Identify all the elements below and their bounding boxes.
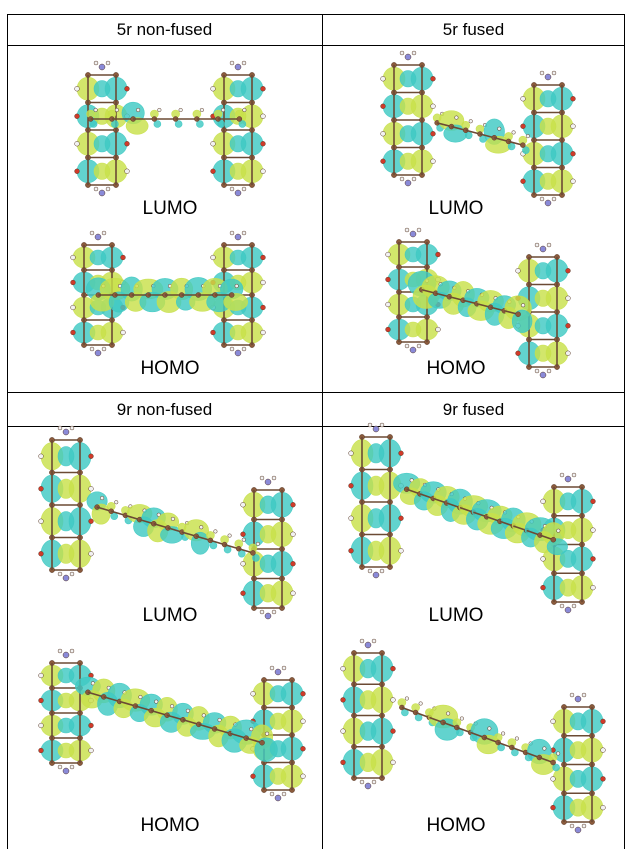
header-9r-fused: 9r fused xyxy=(442,400,505,419)
lumo-label-9r-non-fused: LUMO xyxy=(142,605,198,626)
header-9r-non-fused: 9r non-fused xyxy=(116,400,213,419)
homo-label-9r-non-fused: HOMO xyxy=(140,815,200,836)
orbital-image-5r-fused-lumo xyxy=(380,50,576,207)
orbital-image-5r-fused-homo xyxy=(385,227,571,379)
orbital-image-9r-non-fused-lumo xyxy=(38,425,296,620)
header-5r-fused: 5r fused xyxy=(442,20,505,39)
header-underline-2 xyxy=(7,426,625,427)
table-border-left xyxy=(7,14,8,849)
header-underline-1 xyxy=(7,45,625,46)
column-divider xyxy=(322,14,323,849)
lumo-label-5r-fused: LUMO xyxy=(428,198,484,219)
homo-label-5r-fused: HOMO xyxy=(426,358,486,379)
lumo-label-5r-non-fused: LUMO xyxy=(142,198,198,219)
row-divider xyxy=(7,392,625,393)
orbital-image-9r-non-fused-homo xyxy=(38,648,306,802)
orbital-image-5r-non-fused-homo xyxy=(70,230,266,357)
orbital-image-9r-fused-homo xyxy=(340,638,606,834)
orbital-image-9r-fused-lumo xyxy=(348,422,596,614)
orbital-image-5r-non-fused-lumo xyxy=(74,60,266,197)
homo-label-9r-fused: HOMO xyxy=(426,815,486,836)
homo-label-5r-non-fused: HOMO xyxy=(140,358,200,379)
header-5r-non-fused: 5r non-fused xyxy=(116,20,213,39)
table-border-top xyxy=(7,14,625,15)
lumo-label-9r-fused: LUMO xyxy=(428,605,484,626)
